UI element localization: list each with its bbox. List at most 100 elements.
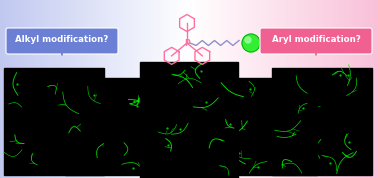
Bar xyxy=(350,0,352,178)
Bar xyxy=(323,0,325,178)
Bar xyxy=(31,0,34,178)
Bar xyxy=(65,0,67,178)
Bar xyxy=(212,0,215,178)
Bar xyxy=(260,0,262,178)
Bar xyxy=(362,0,364,178)
Bar xyxy=(2,0,4,178)
Bar xyxy=(208,0,210,178)
Bar xyxy=(23,0,26,178)
Bar xyxy=(269,0,271,178)
Bar xyxy=(364,0,366,178)
Bar xyxy=(77,0,79,178)
Bar xyxy=(228,0,231,178)
Bar xyxy=(238,0,240,178)
Bar xyxy=(326,0,328,178)
Bar xyxy=(25,0,27,178)
Bar xyxy=(192,0,194,178)
Bar xyxy=(347,0,349,178)
Bar xyxy=(116,0,119,178)
Bar xyxy=(132,0,134,178)
Text: P: P xyxy=(184,38,190,48)
FancyBboxPatch shape xyxy=(260,28,372,54)
Bar xyxy=(44,0,46,178)
Bar xyxy=(36,0,38,178)
Bar xyxy=(187,0,189,178)
Bar xyxy=(63,0,65,178)
Bar xyxy=(307,0,309,178)
Bar xyxy=(206,0,208,178)
Bar xyxy=(315,0,317,178)
Bar xyxy=(87,0,89,178)
Bar xyxy=(358,0,359,178)
Bar xyxy=(255,0,257,178)
Bar xyxy=(373,0,375,178)
Bar xyxy=(159,0,161,178)
Bar xyxy=(331,0,333,178)
Bar xyxy=(337,0,339,178)
Bar xyxy=(55,0,57,178)
Bar xyxy=(131,0,133,178)
Bar xyxy=(340,0,342,178)
Circle shape xyxy=(242,34,260,52)
Bar xyxy=(167,0,169,178)
Bar xyxy=(312,0,314,178)
Bar xyxy=(17,0,19,178)
Bar xyxy=(121,0,123,178)
Bar xyxy=(233,0,235,178)
Bar xyxy=(370,0,372,178)
Bar xyxy=(280,0,282,178)
FancyBboxPatch shape xyxy=(6,28,118,54)
Bar xyxy=(247,0,249,178)
Bar xyxy=(90,0,92,178)
Text: Alkyl modification?: Alkyl modification? xyxy=(15,35,108,44)
Bar xyxy=(172,0,174,178)
Bar xyxy=(290,0,292,178)
Bar xyxy=(115,0,117,178)
Text: Aryl modification?: Aryl modification? xyxy=(272,35,360,44)
Bar xyxy=(235,0,237,178)
Bar xyxy=(41,0,43,178)
Bar xyxy=(205,0,207,178)
Bar xyxy=(288,0,290,178)
Bar xyxy=(318,0,320,178)
Bar xyxy=(298,0,300,178)
Bar xyxy=(38,0,40,178)
Bar xyxy=(282,0,284,178)
Bar xyxy=(285,0,287,178)
Bar xyxy=(345,0,347,178)
Bar xyxy=(140,0,142,178)
Bar xyxy=(177,0,178,178)
Bar xyxy=(9,0,11,178)
Bar xyxy=(85,0,87,178)
Bar xyxy=(42,0,45,178)
Bar xyxy=(79,0,81,178)
Bar xyxy=(112,0,114,178)
Bar xyxy=(54,0,56,178)
Bar xyxy=(82,0,84,178)
Bar xyxy=(369,0,370,178)
Bar xyxy=(47,0,49,178)
Bar xyxy=(250,0,253,178)
Bar xyxy=(203,0,205,178)
Bar xyxy=(28,0,30,178)
Bar xyxy=(4,68,104,175)
Bar xyxy=(183,0,185,178)
Bar xyxy=(376,0,378,178)
Bar xyxy=(139,0,141,178)
Bar xyxy=(214,0,216,178)
Bar xyxy=(186,0,188,178)
Bar xyxy=(243,0,245,178)
Bar xyxy=(126,0,128,178)
Bar xyxy=(343,0,345,178)
Bar xyxy=(96,0,98,178)
Bar xyxy=(372,0,374,178)
Bar xyxy=(263,0,265,178)
Bar xyxy=(143,0,146,178)
Bar xyxy=(273,0,274,178)
Bar xyxy=(257,0,259,178)
Bar xyxy=(22,0,24,178)
Bar xyxy=(120,0,122,178)
Bar xyxy=(328,0,330,178)
Bar xyxy=(69,0,71,178)
Bar xyxy=(276,0,278,178)
